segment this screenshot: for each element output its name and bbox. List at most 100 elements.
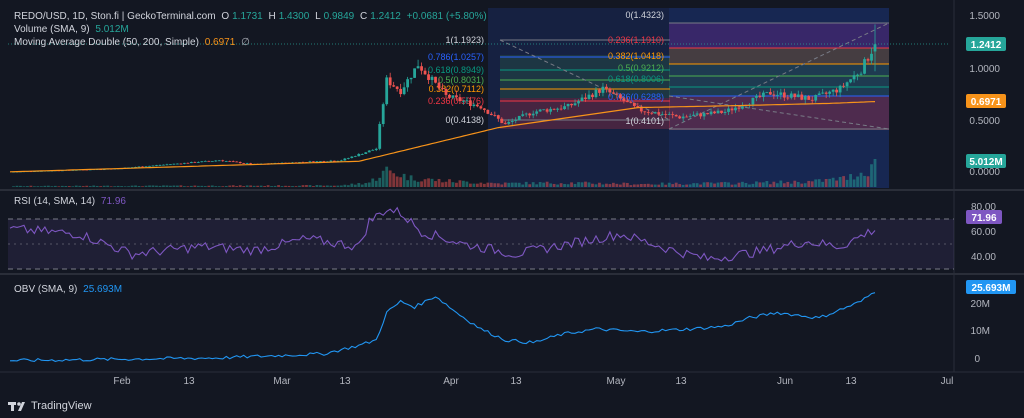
volume-bar	[270, 186, 273, 187]
volume-bar	[106, 185, 110, 187]
volume-bar	[378, 177, 382, 187]
candle-body	[601, 86, 605, 93]
candle-body	[646, 112, 650, 113]
candle-body	[761, 92, 765, 97]
candle-body	[587, 94, 591, 99]
volume-bar	[507, 182, 511, 187]
volume-bar	[57, 186, 61, 187]
volume-bar	[336, 185, 340, 187]
fib-right-labels: 0(1.4323) 0.236(1.1910) 0.382(1.0418) 0.…	[608, 10, 664, 126]
candle-body	[444, 88, 448, 95]
volume-bar	[793, 180, 797, 187]
volume-bar	[789, 183, 793, 187]
candle-body	[845, 82, 849, 87]
ma-value-badge: 0.6971	[966, 94, 1006, 108]
candle-body	[465, 100, 469, 102]
rsi-tick-80: 80.00	[971, 202, 996, 213]
volume-bar	[758, 182, 762, 187]
volume-bar	[203, 186, 207, 187]
volume-bar	[113, 186, 117, 187]
candle-body	[730, 108, 734, 111]
volume-bar	[346, 185, 350, 187]
time-tick-may13: 13	[675, 376, 687, 387]
tradingview-logo-icon	[8, 402, 25, 411]
candle-body	[343, 158, 347, 161]
candle-body	[591, 94, 594, 98]
time-tick-jul: Jul	[941, 376, 954, 387]
time-tick-feb13: 13	[183, 376, 195, 387]
volume-bar	[688, 184, 692, 187]
obv-line	[9, 292, 876, 362]
volume-bar	[182, 186, 186, 187]
main-legend: REDO/USD, 1D, Ston.fi | GeckoTerminal.co…	[14, 10, 490, 49]
volume-bar	[53, 185, 57, 187]
candle-body	[674, 114, 678, 117]
fib-left-0236: 0.236(0.5976)	[428, 96, 484, 106]
candle-body	[151, 165, 155, 167]
candle-body	[374, 148, 378, 150]
volume-bar	[706, 182, 709, 187]
candle-body	[685, 116, 689, 118]
volume-bar	[81, 186, 85, 187]
volume-bar	[639, 183, 643, 187]
tradingview-brand[interactable]: TradingView	[8, 400, 92, 412]
volume-bar	[249, 185, 253, 187]
volume-bar	[448, 179, 451, 187]
volume-bar	[723, 181, 727, 187]
candle-body	[392, 85, 396, 87]
volume-bar	[36, 186, 40, 187]
candle-body	[814, 94, 818, 101]
volume-bar	[29, 185, 33, 187]
volume-legend[interactable]: Volume (SMA, 9) 5.012M	[14, 24, 129, 35]
candle-body	[618, 94, 622, 99]
volume-bar	[329, 185, 333, 187]
volume-bar	[200, 185, 204, 187]
volume-bar	[172, 185, 176, 187]
volume-bar	[287, 185, 291, 187]
symbol-title[interactable]: REDO/USD, 1D, Ston.fi | GeckoTerminal.co…	[14, 11, 216, 22]
volume-bar	[493, 183, 497, 187]
volume-bar	[144, 185, 148, 187]
volume-bar	[315, 185, 319, 187]
volume-bar	[838, 176, 842, 187]
volume-bar	[849, 174, 852, 187]
candle-body	[835, 89, 839, 93]
obv-legend[interactable]: OBV (SMA, 9) 25.693M	[14, 284, 123, 295]
volume-bar	[399, 177, 403, 187]
volume-bar	[685, 184, 689, 187]
volume-bar	[807, 180, 811, 187]
volume-bar	[367, 182, 371, 187]
candle-body	[828, 91, 832, 94]
volume-bar	[224, 185, 228, 187]
brand-label: TradingView	[31, 400, 92, 412]
volume-bar	[294, 186, 298, 187]
candle-body	[200, 161, 204, 163]
volume-bar	[207, 185, 211, 187]
volume-bar	[130, 185, 134, 187]
volume-bar	[165, 185, 169, 187]
ma-legend[interactable]: Moving Average Double (50, 200, Simple) …	[14, 37, 250, 48]
volume-bar	[563, 184, 566, 187]
candle-body	[859, 73, 863, 75]
volume-bar	[325, 185, 329, 187]
volume-bar	[730, 184, 734, 187]
candle-body	[671, 114, 675, 116]
volume-bar	[713, 183, 716, 187]
volume-bar	[692, 183, 696, 187]
candle-body	[496, 115, 500, 119]
volume-bar	[395, 176, 399, 187]
volume-bar	[280, 186, 284, 187]
obv-legend-value: 25.693M	[83, 284, 123, 295]
high-value: 1.4300	[278, 11, 310, 22]
candle-body	[664, 114, 668, 115]
candle-body	[493, 115, 497, 116]
volume-bar	[535, 184, 539, 187]
candle-body	[535, 111, 539, 114]
rsi-legend[interactable]: RSI (14, SMA, 14) 71.96	[14, 196, 126, 207]
volume-bar	[618, 184, 622, 187]
volume-bar	[406, 180, 410, 187]
candle-body	[615, 93, 619, 95]
candle-body	[503, 122, 507, 124]
volume-bar	[231, 185, 235, 187]
